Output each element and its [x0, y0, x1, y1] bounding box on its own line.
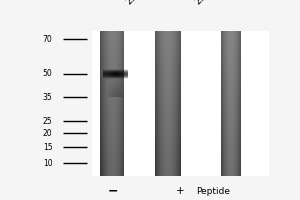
Bar — [124, 31, 155, 176]
Bar — [92, 31, 268, 176]
Text: Peptide: Peptide — [196, 186, 230, 196]
Text: 20: 20 — [43, 129, 52, 138]
Text: 15: 15 — [43, 142, 52, 152]
Text: 25: 25 — [43, 116, 52, 126]
Text: 35: 35 — [43, 92, 52, 102]
Text: 70: 70 — [43, 34, 52, 44]
Text: −: − — [107, 184, 118, 198]
Text: +: + — [176, 186, 184, 196]
Text: 293: 293 — [124, 0, 142, 6]
Text: 10: 10 — [43, 158, 52, 168]
Text: 50: 50 — [43, 70, 52, 78]
Text: 293: 293 — [193, 0, 212, 6]
